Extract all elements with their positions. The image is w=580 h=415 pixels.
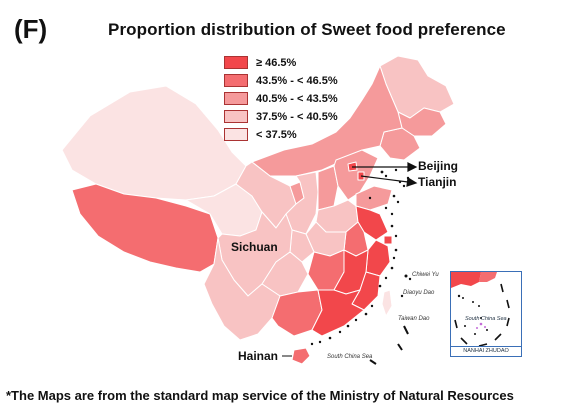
legend-swatch (224, 74, 248, 87)
region-label-hainan: Hainan (238, 349, 279, 363)
city-label-beijing: Beijing (418, 159, 459, 173)
legend-item: < 37.5% (224, 126, 338, 143)
inset-mainland (451, 272, 481, 288)
city-label-tianjin: Tianjin (418, 175, 457, 189)
inset-mainland-east (479, 272, 497, 282)
south-china-sea-inset: South China Sea NANHAI ZHUDAO (450, 271, 522, 357)
inset-sea-label: South China Sea (465, 316, 507, 322)
footnote: *The Maps are from the standard map serv… (6, 388, 514, 403)
legend: ≥ 46.5% 43.5% - < 46.5% 40.5% - < 43.5% 37.… (224, 54, 338, 144)
legend-item: 40.5% - < 43.5% (224, 90, 338, 107)
legend-item: 37.5% - < 40.5% (224, 108, 338, 125)
south-china-sea-label: South China Sea (327, 354, 373, 360)
panel-label: (F) (14, 14, 48, 44)
region-xinjiang (61, 85, 247, 201)
legend-label: 43.5% - < 46.5% (256, 74, 338, 87)
region-guangdong (311, 289, 365, 337)
region-label-sichuan: Sichuan (231, 240, 278, 254)
region-hainan (291, 347, 311, 365)
legend-swatch (224, 128, 248, 141)
legend-item: 43.5% - < 46.5% (224, 72, 338, 89)
chiwei-label: Chiwei Yu (412, 272, 439, 278)
region-zhejiang (365, 239, 391, 277)
map-title: Proportion distribution of Sweet food pr… (108, 20, 506, 39)
region-inner-mongolia (251, 65, 403, 177)
maritime-dash-line (369, 325, 409, 365)
region-liaoning (379, 127, 421, 161)
legend-swatch (224, 56, 248, 69)
legend-label: < 37.5% (256, 128, 297, 141)
legend-swatch (224, 92, 248, 105)
region-taiwan (381, 289, 393, 317)
east-china-sea-islands (400, 274, 412, 298)
diaoyu-label: Diaoyu Dao (403, 290, 435, 296)
city-arrows (352, 162, 418, 187)
legend-label: 37.5% - < 40.5% (256, 110, 338, 123)
legend-swatch (224, 110, 248, 123)
legend-label: ≥ 46.5% (256, 56, 297, 69)
legend-label: 40.5% - < 43.5% (256, 92, 338, 105)
inset-map (451, 272, 510, 347)
legend-item: ≥ 46.5% (224, 54, 338, 71)
region-shanghai (383, 235, 393, 245)
taiwan-label: Taiwan Dao (398, 316, 430, 322)
inset-footer: NANHAI ZHUDAO (451, 346, 521, 356)
